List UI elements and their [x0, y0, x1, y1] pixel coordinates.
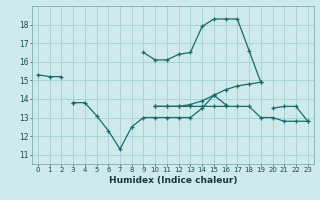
X-axis label: Humidex (Indice chaleur): Humidex (Indice chaleur): [108, 176, 237, 185]
